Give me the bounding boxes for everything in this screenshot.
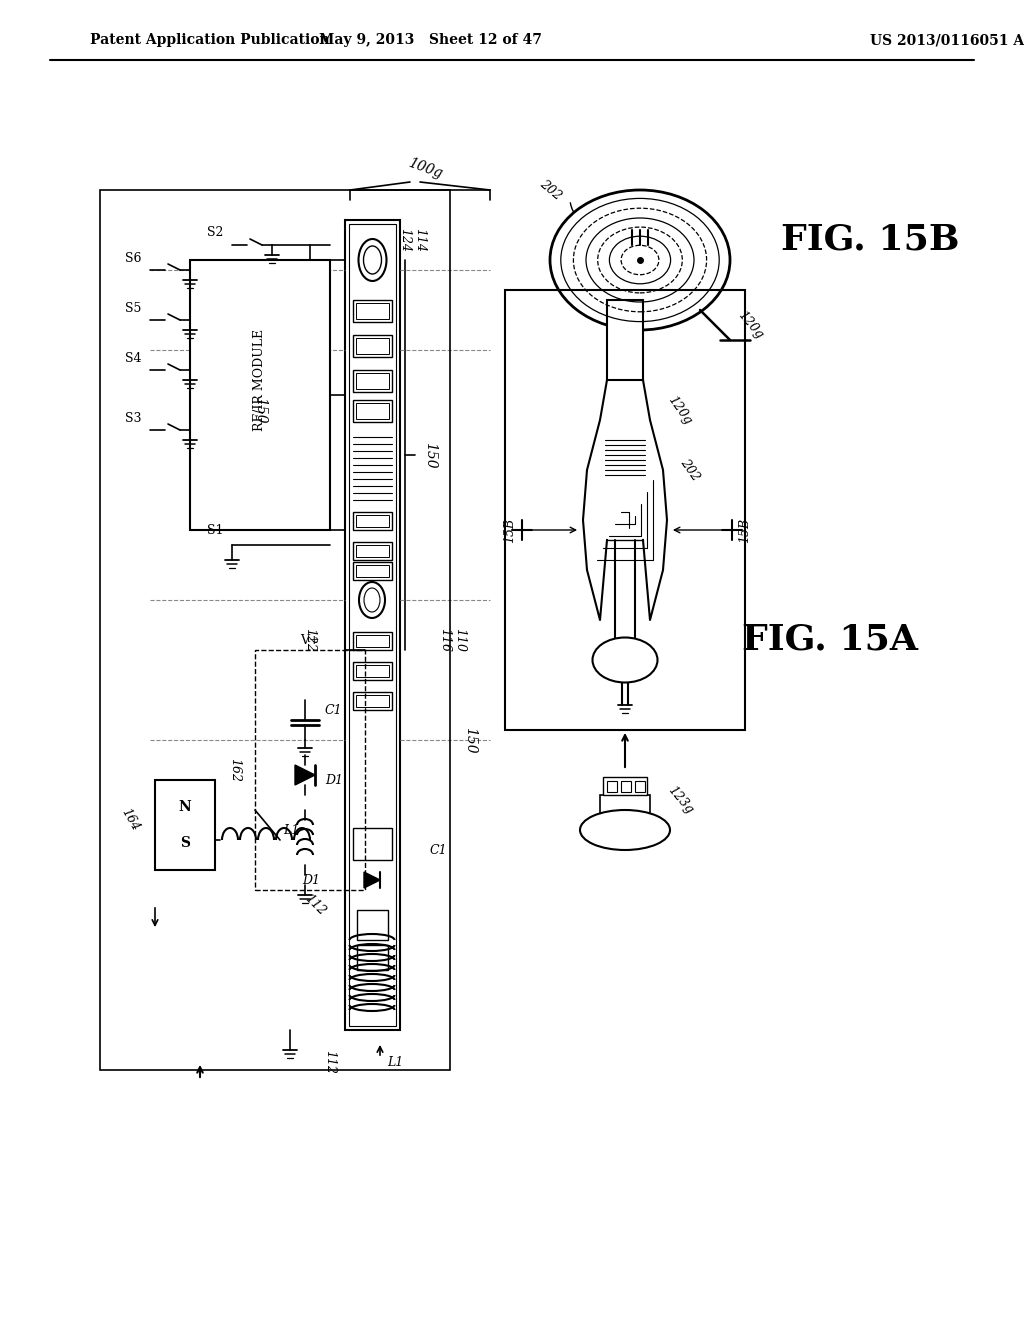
Text: 202: 202 xyxy=(537,177,563,203)
Text: S: S xyxy=(180,836,190,850)
Text: May 9, 2013   Sheet 12 of 47: May 9, 2013 Sheet 12 of 47 xyxy=(318,33,542,48)
Bar xyxy=(353,828,392,861)
Bar xyxy=(100,190,450,1071)
Bar xyxy=(353,370,392,392)
Bar xyxy=(356,545,389,557)
Text: 15B: 15B xyxy=(738,517,752,543)
Bar xyxy=(600,795,650,814)
Bar xyxy=(353,692,392,710)
Bar xyxy=(353,632,392,649)
Text: D1: D1 xyxy=(302,874,319,887)
Bar xyxy=(255,649,365,890)
Bar xyxy=(353,543,392,560)
Bar xyxy=(357,909,388,940)
Bar xyxy=(356,635,389,647)
Bar xyxy=(603,777,647,795)
Bar xyxy=(353,335,392,356)
Bar xyxy=(607,300,643,380)
Text: 100g: 100g xyxy=(406,156,444,181)
Text: FIG. 15B: FIG. 15B xyxy=(780,223,959,257)
Ellipse shape xyxy=(364,246,382,275)
Text: 116: 116 xyxy=(438,628,452,652)
Bar xyxy=(356,665,389,677)
Bar xyxy=(155,780,215,870)
Bar xyxy=(353,663,392,680)
Bar xyxy=(353,400,392,422)
Text: 162: 162 xyxy=(228,758,242,781)
Text: L1: L1 xyxy=(283,824,299,837)
Text: 122: 122 xyxy=(303,628,316,652)
Text: C1: C1 xyxy=(325,704,343,717)
Bar xyxy=(621,781,631,792)
Text: 124: 124 xyxy=(398,228,412,252)
Text: V+: V+ xyxy=(300,634,319,647)
Ellipse shape xyxy=(550,190,730,330)
Text: N: N xyxy=(178,800,191,814)
Text: 150: 150 xyxy=(463,727,477,754)
Bar xyxy=(357,945,388,970)
Bar xyxy=(356,338,389,354)
Text: 202: 202 xyxy=(678,457,702,483)
Text: 150: 150 xyxy=(423,442,437,469)
Ellipse shape xyxy=(359,582,385,618)
Bar xyxy=(353,512,392,531)
Text: S3: S3 xyxy=(125,412,141,425)
Bar xyxy=(353,300,392,322)
Text: L1: L1 xyxy=(387,1056,403,1068)
Bar xyxy=(356,374,389,389)
Bar xyxy=(353,562,392,579)
Text: S6: S6 xyxy=(125,252,141,264)
Bar xyxy=(349,224,396,1026)
Bar xyxy=(635,781,645,792)
Text: S4: S4 xyxy=(125,351,141,364)
Bar xyxy=(505,290,745,730)
Text: 164: 164 xyxy=(119,807,141,834)
Text: Patent Application Publication: Patent Application Publication xyxy=(90,33,330,48)
Text: S5: S5 xyxy=(125,301,141,314)
Bar xyxy=(356,515,389,527)
Text: 150: 150 xyxy=(253,397,267,424)
Bar xyxy=(356,304,389,319)
Text: C1: C1 xyxy=(430,843,447,857)
Text: 112: 112 xyxy=(324,1049,337,1074)
Text: RF/IR MODULE: RF/IR MODULE xyxy=(254,329,266,432)
Ellipse shape xyxy=(580,810,670,850)
Text: FIG. 15A: FIG. 15A xyxy=(742,623,918,657)
Text: S2: S2 xyxy=(207,227,223,239)
Bar xyxy=(607,781,617,792)
Polygon shape xyxy=(364,873,380,888)
Polygon shape xyxy=(295,766,315,785)
Text: 120g: 120g xyxy=(735,309,765,342)
Ellipse shape xyxy=(364,587,380,612)
Text: D1: D1 xyxy=(325,774,343,787)
Bar xyxy=(356,565,389,577)
Ellipse shape xyxy=(593,638,657,682)
Bar xyxy=(356,696,389,708)
Text: S1: S1 xyxy=(207,524,223,536)
Text: 114: 114 xyxy=(414,228,427,252)
Text: 15B: 15B xyxy=(504,517,516,543)
Text: 123g: 123g xyxy=(665,784,695,817)
Ellipse shape xyxy=(358,239,386,281)
Bar xyxy=(190,260,330,531)
Bar xyxy=(345,220,400,1030)
Text: 110: 110 xyxy=(454,628,467,652)
Bar xyxy=(356,403,389,418)
Text: 120g: 120g xyxy=(666,393,694,426)
Text: US 2013/0116051 A1: US 2013/0116051 A1 xyxy=(870,33,1024,48)
FancyArrowPatch shape xyxy=(570,203,578,218)
Text: 112: 112 xyxy=(302,892,328,919)
